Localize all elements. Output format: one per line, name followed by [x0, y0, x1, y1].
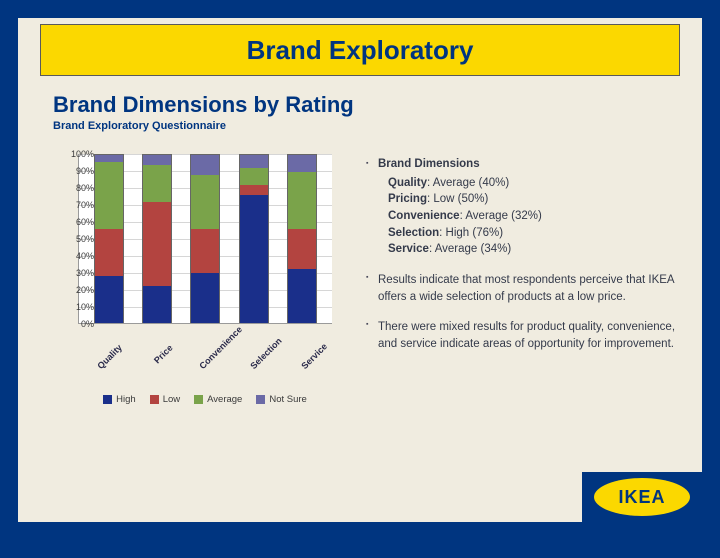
- dimension-value: : Average (34%): [429, 243, 511, 255]
- subtitle-secondary: Brand Exploratory Questionnaire: [53, 120, 226, 132]
- legend-item: Low: [150, 394, 180, 405]
- y-tick-label: 100%: [71, 149, 94, 159]
- chart-region: QualityPriceConvenienceSelectionService …: [42, 154, 352, 434]
- bar-segment: [143, 286, 171, 323]
- bar-segment: [191, 273, 219, 323]
- y-tick-label: 60%: [76, 217, 94, 227]
- bar-segment: [288, 229, 316, 269]
- bar-segment: [95, 155, 123, 162]
- legend-label: Low: [163, 394, 180, 405]
- bar-segment: [191, 155, 219, 175]
- dimension-value: : Average (40%): [427, 177, 509, 189]
- slide-inner: Brand Exploratory Brand Dimensions by Ra…: [18, 18, 702, 522]
- bar-segment: [191, 229, 219, 273]
- dimension-label: Convenience: [388, 210, 460, 222]
- bar-segment: [191, 175, 219, 229]
- dimension-line: Convenience: Average (32%): [388, 208, 688, 225]
- summary-bullet-1: Results indicate that most respondents p…: [368, 272, 688, 305]
- legend-item: Not Sure: [256, 394, 307, 405]
- dimension-line: Pricing: Low (50%): [388, 191, 688, 208]
- dimension-line: Service: Average (34%): [388, 241, 688, 258]
- dimension-label: Service: [388, 243, 429, 255]
- subtitle: Brand Dimensions by Rating: [53, 92, 354, 118]
- chart-plot-area: [78, 154, 332, 324]
- legend-item: Average: [194, 394, 242, 405]
- bars-container: [79, 154, 332, 323]
- dimension-line: Quality: Average (40%): [388, 175, 688, 192]
- bar-service: [287, 154, 317, 323]
- dimension-label: Quality: [388, 177, 427, 189]
- bar-segment: [240, 155, 268, 168]
- chart-legend: High Low Average Not Sure: [78, 394, 332, 405]
- dimension-value: : High (76%): [439, 227, 503, 239]
- y-tick-label: 0%: [81, 319, 94, 329]
- chart-x-labels: QualityPriceConvenienceSelectionService: [78, 330, 332, 390]
- y-tick-label: 40%: [76, 251, 94, 261]
- bar-convenience: [190, 154, 220, 323]
- dimension-label: Pricing: [388, 193, 427, 205]
- bar-segment: [143, 155, 171, 165]
- legend-swatch: [194, 395, 203, 404]
- bar-quality: [94, 154, 124, 323]
- dimension-value: : Average (32%): [460, 210, 542, 222]
- bar-segment: [240, 185, 268, 195]
- y-tick-label: 30%: [76, 268, 94, 278]
- ikea-logo: IKEA: [582, 472, 702, 522]
- title-banner: Brand Exploratory: [40, 24, 680, 76]
- bar-segment: [95, 276, 123, 323]
- dimension-label: Selection: [388, 227, 439, 239]
- summary-heading: Brand Dimensions: [378, 156, 688, 173]
- y-tick-label: 10%: [76, 302, 94, 312]
- y-tick-label: 70%: [76, 200, 94, 210]
- legend-label: High: [116, 394, 136, 405]
- bar-segment: [95, 162, 123, 229]
- bar-selection: [239, 154, 269, 323]
- ikea-logo-oval: IKEA: [594, 478, 690, 516]
- bar-segment: [143, 165, 171, 202]
- bar-segment: [288, 269, 316, 323]
- legend-label: Not Sure: [269, 394, 307, 405]
- dimension-line: Selection: High (76%): [388, 225, 688, 242]
- bar-segment: [240, 168, 268, 185]
- legend-swatch: [150, 395, 159, 404]
- summary-column: Brand Dimensions Quality: Average (40%) …: [368, 156, 688, 353]
- legend-item: High: [103, 394, 136, 405]
- bar-segment: [240, 195, 268, 323]
- dimension-value: : Low (50%): [427, 193, 488, 205]
- dimension-list: Quality: Average (40%) Pricing: Low (50%…: [378, 175, 688, 258]
- y-tick-label: 20%: [76, 285, 94, 295]
- legend-label: Average: [207, 394, 242, 405]
- legend-swatch: [103, 395, 112, 404]
- bar-segment: [143, 202, 171, 286]
- title-text: Brand Exploratory: [247, 35, 474, 66]
- y-tick-label: 90%: [76, 166, 94, 176]
- summary-bullet-2: There were mixed results for product qua…: [368, 319, 688, 352]
- bar-price: [142, 154, 172, 323]
- legend-swatch: [256, 395, 265, 404]
- bar-segment: [288, 155, 316, 172]
- y-tick-label: 50%: [76, 234, 94, 244]
- bar-segment: [95, 229, 123, 276]
- y-tick-label: 80%: [76, 183, 94, 193]
- bar-segment: [288, 172, 316, 229]
